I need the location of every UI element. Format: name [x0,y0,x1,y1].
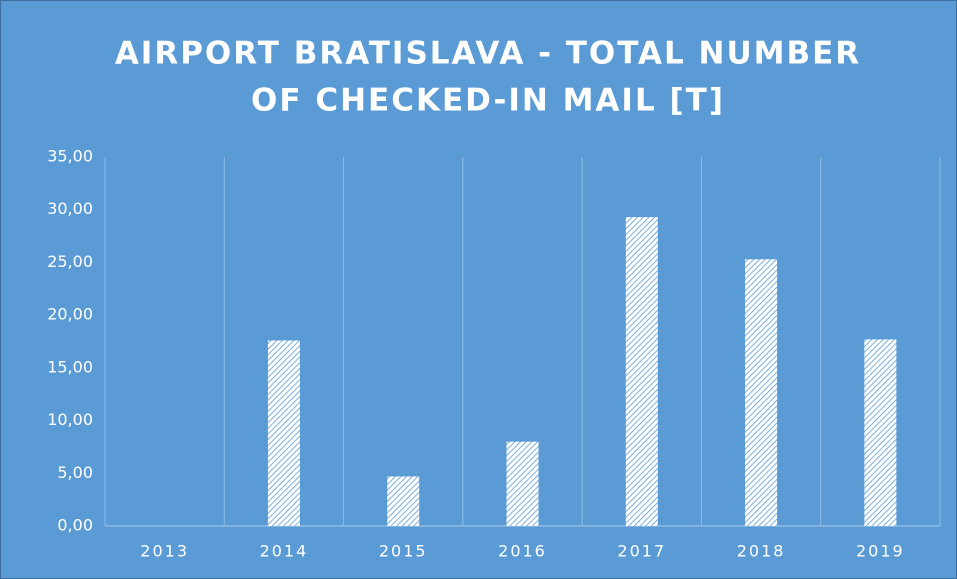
chart-title: OF CHECKED-IN MAIL [T] [251,83,725,119]
bar [387,476,420,526]
y-tick-label: 30,00 [47,199,93,218]
y-tick-label: 5,00 [57,463,93,482]
chart-title: AIRPORT BRATISLAVA - TOTAL NUMBER [115,36,861,72]
y-tick-label: 0,00 [57,516,93,535]
y-tick-label: 15,00 [47,357,93,376]
x-tick-label: 2017 [617,542,666,561]
x-tick-label: 2016 [498,542,547,561]
x-tick-label: 2018 [737,542,786,561]
bar [745,259,778,526]
x-tick-label: 2019 [856,542,905,561]
y-tick-label: 35,00 [47,147,93,166]
x-tick-label: 2015 [379,542,428,561]
y-tick-label: 25,00 [47,252,93,271]
x-tick-label: 2014 [260,542,309,561]
y-tick-label: 20,00 [47,305,93,324]
bar [506,441,539,526]
y-tick-label: 10,00 [47,410,93,429]
bar [267,340,300,526]
bar [625,217,658,526]
bar [864,339,897,526]
x-tick-label: 2013 [140,542,189,561]
